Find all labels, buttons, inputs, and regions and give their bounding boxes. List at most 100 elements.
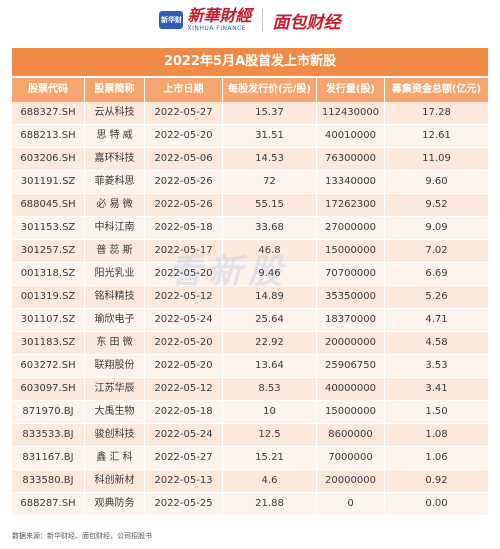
cell-price: 10 xyxy=(223,401,317,423)
ipo-table: 2022年5月A股首发上市新股 股票代码 股票简称 上市日期 每股发行价(元/股… xyxy=(12,48,488,516)
column-header-date: 上市日期 xyxy=(145,78,223,102)
cell-name: 联翔股份 xyxy=(85,355,145,377)
cell-volume: 76300000 xyxy=(317,148,385,170)
cell-volume: 27000000 xyxy=(317,217,385,239)
table-row: 001319.SZ 铭科精技 2022-05-12 14.89 35350000 5.26 xyxy=(12,286,488,309)
cell-code: 603206.SH xyxy=(12,148,85,170)
cell-amount: 5.26 xyxy=(425,291,448,302)
cell-amount: 0.92 xyxy=(425,475,448,486)
cell-code: 831167.BJ xyxy=(12,447,85,469)
cell-name: 中科江南 xyxy=(85,217,145,239)
cell-price: 9.46 xyxy=(223,263,317,285)
cell-code: 001318.SZ xyxy=(12,263,85,285)
table-row: 301191.SZ 菲菱科思 2022-05-26 72 13340000 9.60 xyxy=(12,171,488,194)
cell-volume: 20000000 xyxy=(317,470,385,492)
cell-amount: 3.41 xyxy=(425,383,448,394)
cell-code: 301191.SZ xyxy=(12,171,85,193)
cell-amount: 1.50 xyxy=(425,406,448,417)
cell-date: 2022-05-26 xyxy=(145,171,223,193)
cell-code: 833580.BJ xyxy=(12,470,85,492)
cell-date: 2022-05-17 xyxy=(145,240,223,262)
table-row: 688045.SH 必 易 微 2022-05-26 55.15 17262300 9.5… xyxy=(12,194,488,217)
cell-code: 833533.BJ xyxy=(12,424,85,446)
cell-date: 2022-05-25 xyxy=(145,493,223,515)
cell-price: 33.68 xyxy=(223,217,317,239)
cell-amount: 4.58 xyxy=(425,337,448,348)
cell-code: 301257.SZ xyxy=(12,240,85,262)
cell-price: 15.21 xyxy=(223,447,317,469)
cell-code: 688287.SH xyxy=(12,493,85,515)
cell-code: 688045.SH xyxy=(12,194,85,216)
xinhua-brand: 新華財經 XINHUA FINANCE xyxy=(187,8,251,32)
cell-date: 2022-05-20 xyxy=(145,332,223,354)
table-row: 001318.SZ 阳光乳业 2022-05-20 9.46 70700000 6.69 xyxy=(12,263,488,286)
cell-price: 8.53 xyxy=(223,378,317,400)
cell-code: 603272.SH xyxy=(12,355,85,377)
cell-volume: 13340000 xyxy=(317,171,385,193)
cell-name: 鑫 汇 科 xyxy=(85,447,145,469)
cell-name: 江苏华辰 xyxy=(85,378,145,400)
table-row: 603097.SH 江苏华辰 2022-05-12 8.53 40000000 3.41 xyxy=(12,378,488,401)
cell-volume: 70700000 xyxy=(317,263,385,285)
table-title: 2022年5月A股首发上市新股 xyxy=(12,48,488,76)
cell-price: 13.64 xyxy=(223,355,317,377)
table-row: 688287.SH 观典防务 2022-05-25 21.88 0 0.00 xyxy=(12,493,488,516)
cell-date: 2022-05-13 xyxy=(145,470,223,492)
column-header-amount: 募集资金总额(亿元) xyxy=(391,84,482,95)
cell-price: 21.88 xyxy=(223,493,317,515)
cell-date: 2022-05-26 xyxy=(145,194,223,216)
table-row: 603206.SH 嘉环科技 2022-05-06 14.53 76300000 11.0… xyxy=(12,148,488,171)
table-column-header: 股票代码 股票简称 上市日期 每股发行价(元/股) 发行量(股) 募集资金总额(… xyxy=(12,78,488,102)
cell-amount: 0.00 xyxy=(425,498,448,509)
cell-price: 14.89 xyxy=(223,286,317,308)
column-header-volume: 发行量(股) xyxy=(317,78,385,102)
xinhua-brand-cn: 新華財經 xyxy=(187,6,252,25)
cell-name: 嘉环科技 xyxy=(85,148,145,170)
cell-price: 12.5 xyxy=(223,424,317,446)
cell-volume: 17262300 xyxy=(317,194,385,216)
cell-volume: 35350000 xyxy=(317,286,385,308)
cell-volume: 20000000 xyxy=(317,332,385,354)
cell-amount: 6.69 xyxy=(425,268,448,279)
cell-price: 55.15 xyxy=(223,194,317,216)
table-row: 301153.SZ 中科江南 2022-05-18 33.68 27000000 9.09 xyxy=(12,217,488,240)
cell-price: 14.53 xyxy=(223,148,317,170)
table-row: 831167.BJ 鑫 汇 科 2022-05-27 15.21 7000000 1.06 xyxy=(12,447,488,470)
cell-price: 25.64 xyxy=(223,309,317,331)
data-source-note: 数据来源：新华财经、面包财经，公司招股书 xyxy=(12,532,152,540)
table-row: 688327.SH 云从科技 2022-05-27 15.37 112430000 17.… xyxy=(12,102,488,125)
table-row: 833533.BJ 骏创科技 2022-05-24 12.5 8600000 1.08 xyxy=(12,424,488,447)
cell-amount: 4.71 xyxy=(425,314,448,325)
cell-name: 骏创科技 xyxy=(85,424,145,446)
table-body: 688327.SH 云从科技 2022-05-27 15.37 112430000 17.… xyxy=(12,102,488,516)
logo-divider xyxy=(261,9,263,31)
cell-date: 2022-05-27 xyxy=(145,447,223,469)
cell-name: 思 特 威 xyxy=(85,125,145,147)
xinhua-brand-en: XINHUA FINANCE xyxy=(187,25,247,32)
cell-code: 301107.SZ xyxy=(12,309,85,331)
cell-amount: 9.09 xyxy=(425,222,448,233)
xinhua-finance-logo: 新华财经 新華財經 XINHUA FINANCE xyxy=(159,8,252,42)
cell-code: 301153.SZ xyxy=(12,217,85,239)
cell-date: 2022-05-12 xyxy=(145,378,223,400)
table-row: 301257.SZ 普 蕊 斯 2022-05-17 46.8 15000000 7.02 xyxy=(12,240,488,263)
cell-date: 2022-05-18 xyxy=(145,401,223,423)
column-header-name: 股票简称 xyxy=(85,78,145,102)
cell-volume: 15000000 xyxy=(317,240,385,262)
cell-amount: 1.06 xyxy=(425,452,448,463)
table-row: 301183.SZ 东 田 微 2022-05-20 22.92 20000000 4.5… xyxy=(12,332,488,355)
cell-name: 大禹生物 xyxy=(85,401,145,423)
cell-volume: 0 xyxy=(317,493,385,515)
cell-name: 科创新材 xyxy=(85,470,145,492)
cell-volume: 40000000 xyxy=(317,378,385,400)
table-row: 301107.SZ 瑜欣电子 2022-05-24 25.64 18370000 4.71 xyxy=(12,309,488,332)
cell-date: 2022-05-20 xyxy=(145,125,223,147)
cell-name: 普 蕊 斯 xyxy=(85,240,145,262)
xinhua-logo-mark: 新华财经 xyxy=(159,11,184,42)
column-header-code: 股票代码 xyxy=(12,78,85,102)
cell-amount: 9.60 xyxy=(425,176,448,187)
cell-code: 871970.BJ xyxy=(12,401,85,423)
table-row: 871970.BJ 大禹生物 2022-05-18 10 15000000 1.50 xyxy=(12,401,488,424)
cell-volume: 7000000 xyxy=(317,447,385,469)
column-header-price: 每股发行价(元/股) xyxy=(223,78,317,102)
